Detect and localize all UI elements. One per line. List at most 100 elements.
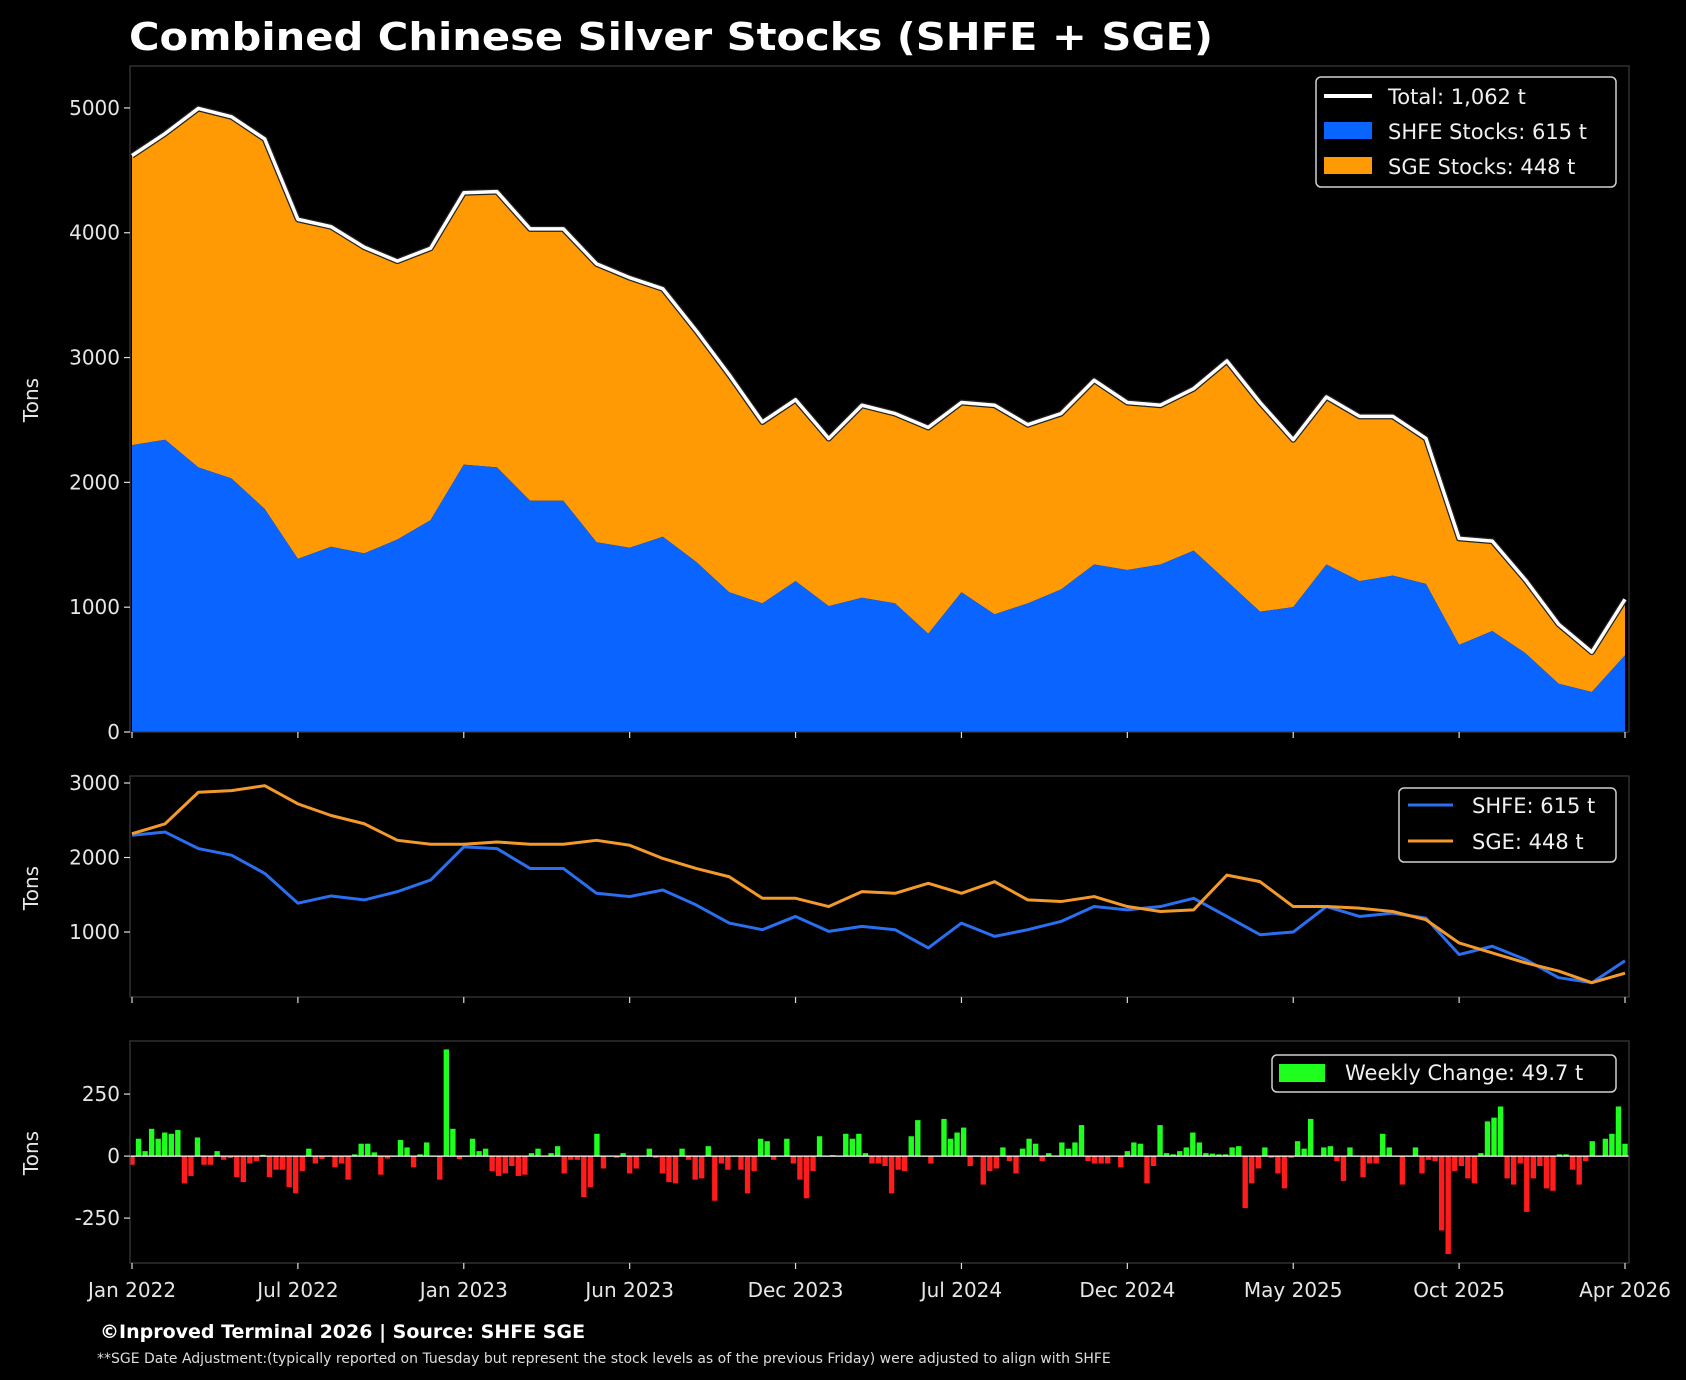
weekly-change-bar	[803, 1156, 810, 1199]
weekly-change-bar	[1563, 1154, 1569, 1157]
weekly-change-bar	[273, 1156, 279, 1170]
x-tick-label: Jan 2022	[86, 1278, 176, 1302]
weekly-change-bar	[568, 1156, 574, 1160]
weekly-change-bar	[299, 1156, 305, 1171]
weekly-change-bar	[1510, 1156, 1517, 1185]
weekly-change-bar	[712, 1156, 718, 1201]
weekly-change-bar	[1334, 1156, 1340, 1162]
weekly-change-bar	[496, 1156, 502, 1176]
weekly-change-bar	[528, 1153, 535, 1157]
sge-stocks-area	[132, 108, 1625, 693]
shfe-line	[131, 830, 1626, 985]
legend-weekly-swatch	[1279, 1064, 1325, 1082]
weekly-change-bar	[1294, 1141, 1301, 1157]
weekly-change-bar	[142, 1151, 148, 1157]
weekly-change-bar	[1609, 1133, 1615, 1157]
y-tick-label: 3000	[69, 771, 120, 795]
weekly-change-bar	[954, 1132, 960, 1157]
shfe-stocks-area	[132, 439, 1625, 732]
legend-sge-label: SGE Stocks: 448 t	[1388, 155, 1575, 179]
weekly-change-bar	[1373, 1156, 1379, 1164]
weekly-change-bar	[666, 1156, 672, 1183]
y-tick-label: 2000	[69, 846, 120, 870]
weekly-change-bar	[515, 1156, 522, 1176]
line-panel: SHFE: 615 t SGE: 448 t 1000 2000 3000 Tons	[19, 771, 1630, 1003]
weekly-change-bar	[1622, 1143, 1628, 1157]
weekly-change-bar	[928, 1156, 934, 1164]
weekly-change-bar	[1006, 1156, 1013, 1162]
weekly-change-bar	[201, 1156, 207, 1165]
weekly-change-bar	[784, 1138, 790, 1157]
weekly-change-bar	[338, 1156, 345, 1164]
weekly-change-bar	[1504, 1156, 1510, 1179]
weekly-change-bar	[843, 1133, 849, 1157]
weekly-change-bar	[869, 1156, 875, 1164]
weekly-change-bar	[397, 1139, 404, 1157]
weekly-change-bar	[1105, 1156, 1111, 1164]
weekly-change-bar	[1255, 1156, 1261, 1169]
weekly-change-bar	[207, 1156, 214, 1165]
weekly-change-bar	[306, 1148, 312, 1157]
weekly-change-bar	[875, 1156, 882, 1164]
weekly-change-bar	[247, 1156, 253, 1164]
weekly-change-bar	[188, 1156, 194, 1176]
weekly-change-bar	[253, 1156, 260, 1162]
weekly-change-bar	[279, 1156, 286, 1170]
weekly-change-bar	[1307, 1118, 1314, 1157]
weekly-change-bar	[1537, 1156, 1543, 1167]
weekly-change-bar	[633, 1156, 639, 1169]
y-tick-label: 3000	[69, 346, 120, 370]
weekly-change-bar	[705, 1146, 711, 1157]
x-tick-label: Dec 2023	[748, 1278, 844, 1302]
weekly-change-bar	[1262, 1147, 1268, 1157]
x-tick-label: May 2025	[1244, 1278, 1343, 1302]
legend-shfe-swatch	[1324, 122, 1372, 139]
weekly-change-bar	[790, 1156, 797, 1164]
weekly-change-bar	[319, 1156, 325, 1160]
weekly-change-bar	[312, 1156, 319, 1164]
weekly-change-bar	[1163, 1153, 1170, 1157]
weekly-change-bar	[718, 1156, 725, 1164]
weekly-change-bar	[1556, 1154, 1563, 1157]
weekly-change-bar	[1183, 1147, 1189, 1157]
y-tick-label: -250	[75, 1206, 120, 1230]
plot-frame	[129, 775, 1630, 998]
weekly-change-bar	[1412, 1147, 1419, 1157]
weekly-change-bar	[1360, 1156, 1366, 1178]
weekly-change-bar	[967, 1156, 973, 1167]
legend-box	[1315, 76, 1617, 188]
weekly-change-bar	[1065, 1148, 1072, 1157]
legend-weekly-label: Weekly Change: 49.7 t	[1345, 1061, 1583, 1085]
plot-frame	[129, 65, 1630, 733]
weekly-change-bar	[535, 1148, 541, 1157]
weekly-change-bar	[194, 1137, 201, 1157]
weekly-change-bar	[1569, 1156, 1576, 1170]
legend-sge-swatch	[1324, 157, 1372, 174]
x-axis-tick-labels: Jan 2022 Jul 2022 Jan 2023 Jun 2023 Dec 2023…	[86, 1278, 1671, 1302]
weekly-change-bar	[1144, 1156, 1150, 1184]
y-tick-label: 5000	[69, 96, 120, 120]
weekly-change-bar	[1491, 1117, 1497, 1157]
weekly-change-bar	[895, 1156, 901, 1170]
weekly-change-bar	[1249, 1156, 1255, 1184]
weekly-change-bar	[162, 1132, 168, 1157]
weekly-change-bar	[476, 1151, 482, 1157]
weekly-change-bar	[286, 1156, 292, 1188]
weekly-change-bar	[1000, 1147, 1006, 1157]
weekly-change-bar	[797, 1156, 803, 1180]
weekly-change-bar	[1032, 1143, 1039, 1157]
weekly-change-bar	[1203, 1153, 1209, 1157]
weekly-change-bar	[685, 1156, 692, 1160]
x-tick-label: Oct 2025	[1413, 1278, 1505, 1302]
weekly-change-bar	[1399, 1156, 1406, 1185]
weekly-change-bar	[862, 1153, 869, 1157]
weekly-change-bar	[260, 1154, 266, 1157]
weekly-change-bar	[1072, 1142, 1078, 1157]
legend-total-label: Total: 1,062 t	[1387, 85, 1526, 109]
weekly-change-bar	[423, 1142, 430, 1157]
weekly-change-bar	[849, 1138, 855, 1157]
weekly-change-bar	[181, 1156, 188, 1184]
weekly-change-bar	[548, 1153, 554, 1157]
y-tick-label: 1000	[69, 920, 120, 944]
weekly-change-bar	[1340, 1156, 1347, 1181]
